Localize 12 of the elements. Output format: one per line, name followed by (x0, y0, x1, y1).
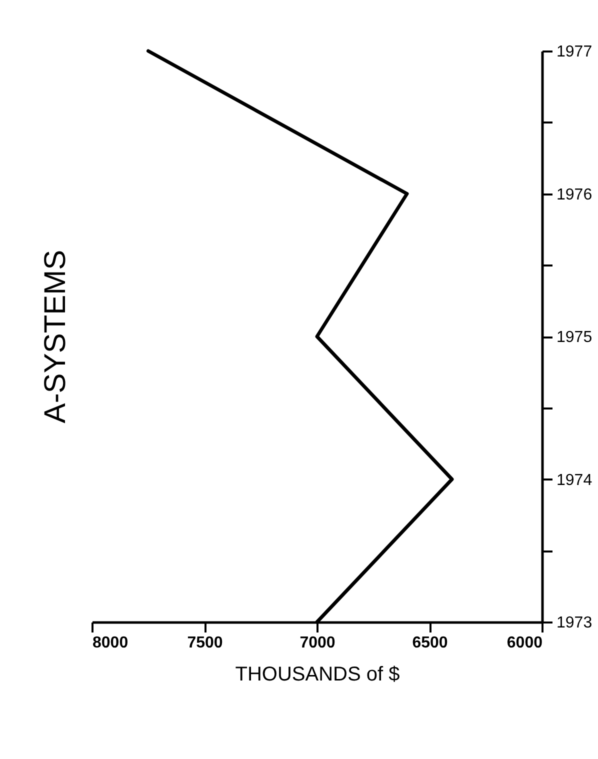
x-axis-title: THOUSANDS of $ (235, 664, 400, 686)
y-tick-label: 1976 (556, 186, 592, 204)
y-tick-label: 1977 (556, 44, 592, 60)
y-tick-label: 1974 (556, 472, 592, 489)
x-tick-label: 6000 (506, 634, 543, 652)
x-tick-label: 7500 (187, 634, 223, 652)
text: A-SYSTEMS (39, 250, 72, 424)
x-tick-label: 6500 (412, 634, 448, 652)
y-tick-label: 1973 (556, 614, 592, 632)
x-tick-label: 8000 (92, 634, 128, 652)
y-tick-label: 1975 (556, 329, 592, 346)
x-tick-label: 7000 (300, 634, 336, 652)
